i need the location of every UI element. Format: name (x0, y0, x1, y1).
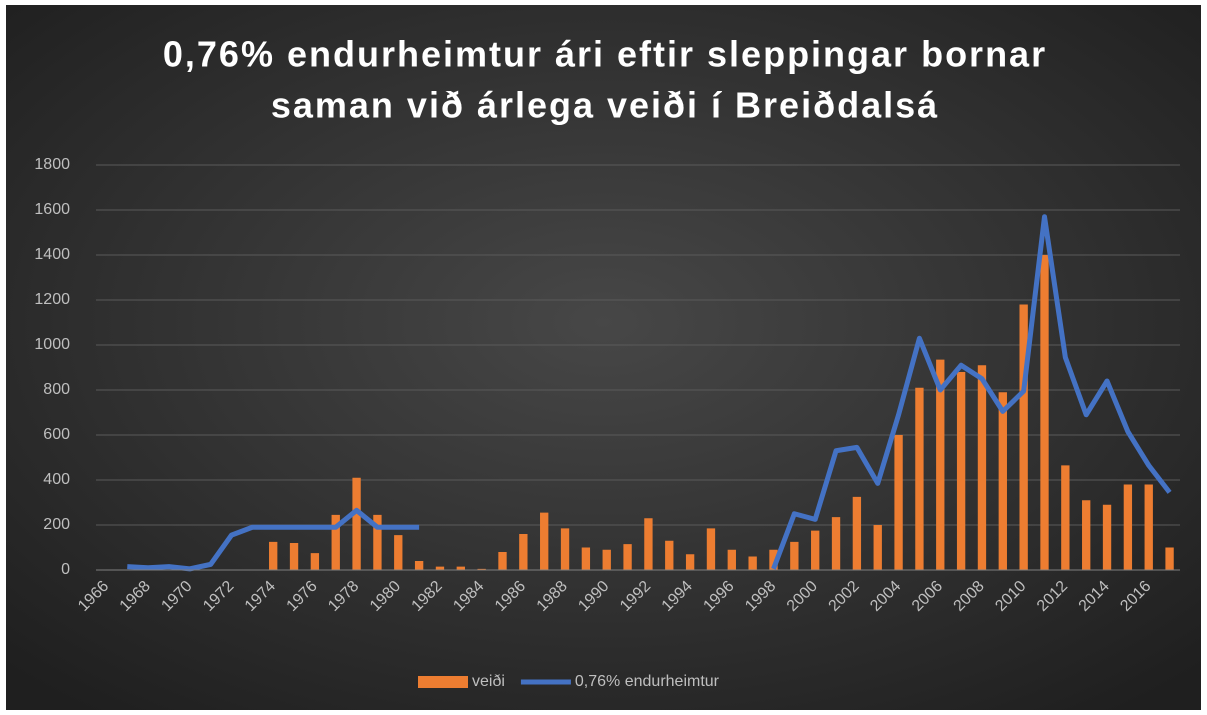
bar (665, 540, 674, 570)
bar (373, 514, 382, 570)
bar (414, 561, 424, 570)
y-tick-label: 400 (43, 471, 70, 488)
bar (1040, 255, 1049, 570)
bar (894, 435, 903, 570)
y-tick-label: 600 (43, 426, 70, 443)
legend-label: veiði (472, 673, 505, 690)
chart-background (6, 5, 1201, 710)
bar (1144, 484, 1153, 570)
bar (956, 372, 966, 570)
bar (644, 518, 653, 570)
bar (915, 387, 924, 570)
bar (685, 554, 695, 570)
y-tick-label: 1600 (34, 201, 70, 218)
bar (748, 556, 757, 570)
bar (623, 544, 632, 570)
y-tick-label: 1800 (34, 156, 70, 173)
bar (1123, 484, 1133, 570)
bar (769, 549, 778, 570)
bar (394, 535, 403, 570)
y-tick-label: 1000 (34, 336, 70, 353)
chart-title: saman við árlega veiði í Breiðdalsá (271, 85, 939, 126)
bar (540, 512, 549, 570)
bar (936, 359, 945, 570)
bar (852, 496, 862, 570)
bar (269, 541, 278, 570)
bar (310, 553, 320, 570)
bar (477, 568, 486, 570)
bar (727, 549, 736, 570)
bar (289, 543, 299, 570)
bar (977, 365, 987, 570)
bar (602, 549, 611, 570)
bar (706, 528, 716, 570)
bar (1061, 465, 1070, 570)
bar (831, 517, 841, 570)
bar (1019, 304, 1028, 570)
y-tick-label: 1200 (34, 291, 70, 308)
chart-title: 0,76% endurheimtur ári eftir sleppingar … (163, 34, 1047, 75)
bar (811, 530, 820, 570)
bar (352, 477, 361, 570)
y-tick-label: 1400 (34, 246, 70, 263)
bar (331, 514, 340, 570)
bar (435, 566, 445, 570)
legend-swatch (418, 676, 468, 688)
bar (581, 547, 591, 570)
bar (498, 552, 507, 570)
y-tick-label: 800 (43, 381, 70, 398)
bar (456, 566, 465, 570)
legend-label: 0,76% endurheimtur (575, 673, 720, 690)
bar (519, 534, 528, 570)
bar (560, 528, 570, 570)
y-tick-label: 0 (61, 561, 70, 578)
bar (1165, 547, 1174, 570)
bar (1102, 504, 1112, 570)
bar (998, 392, 1007, 570)
bar (1082, 500, 1091, 570)
bar (873, 525, 882, 570)
line (127, 214, 1172, 572)
y-tick-label: 200 (43, 516, 70, 533)
bar (790, 541, 799, 570)
